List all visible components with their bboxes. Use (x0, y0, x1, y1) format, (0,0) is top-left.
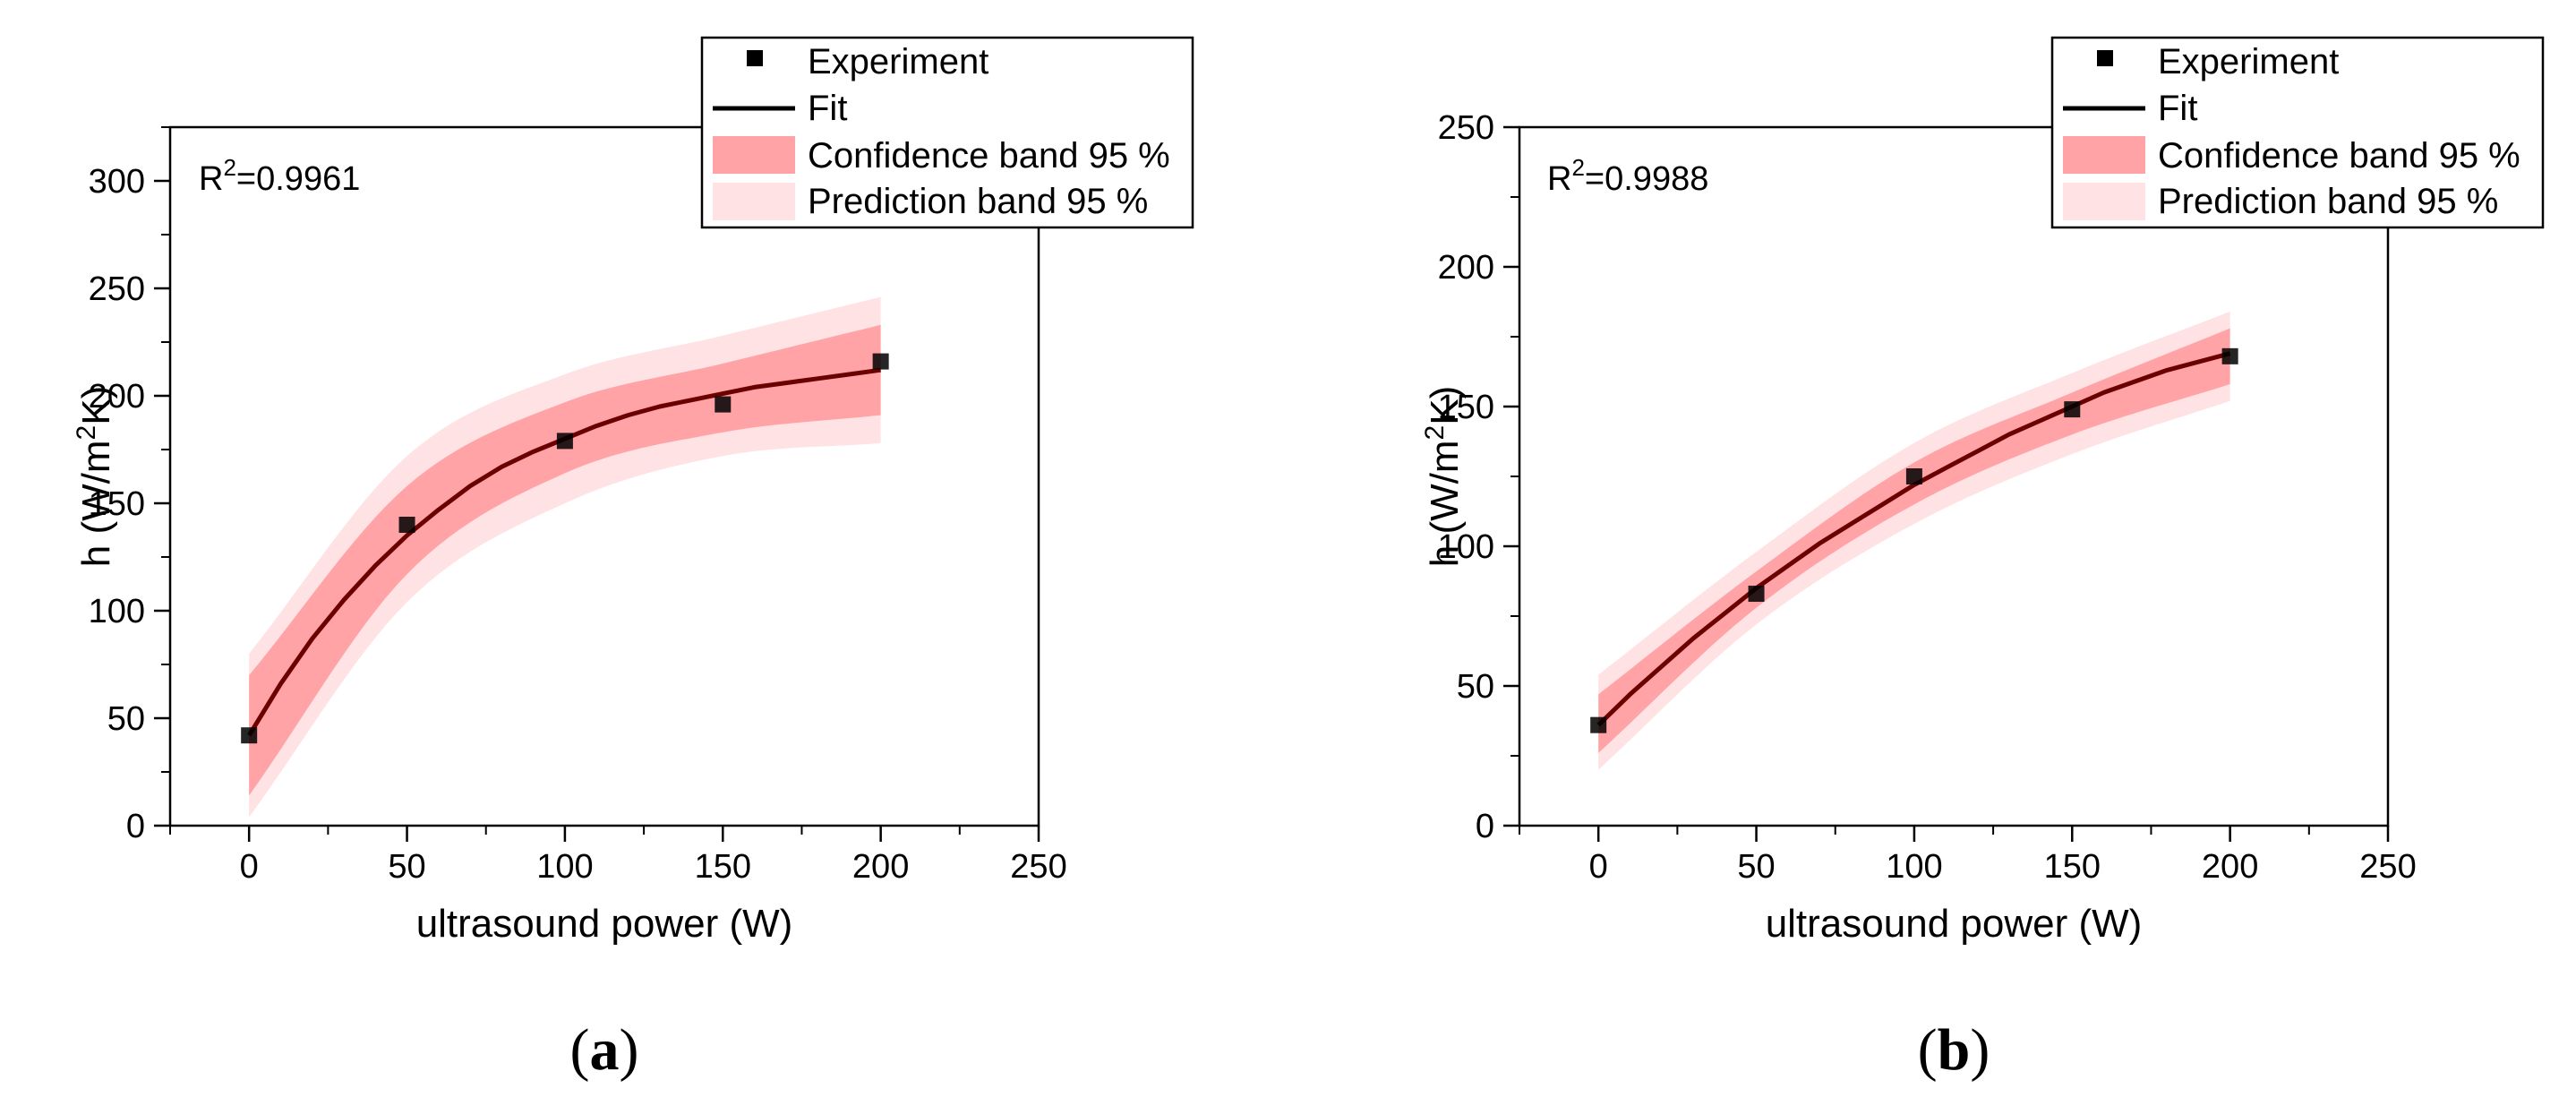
data-point (715, 396, 732, 413)
fit-b (1596, 351, 2231, 727)
legend-confidence-swatch-b (2063, 136, 2145, 174)
data-point (556, 433, 573, 450)
y-tick-label: 0 (1476, 808, 1494, 845)
y-tick-label: 100 (1438, 528, 1494, 566)
x-tick-label: 0 (240, 848, 259, 886)
legend-confidence-swatch-a (713, 136, 795, 174)
y-axis-label-a: h (W/m2K) (72, 386, 118, 567)
x-tick-label: 250 (1010, 848, 1066, 886)
legend-marker-experiment-a (747, 50, 763, 66)
y-tick-label: 150 (89, 485, 145, 523)
legend-fit-b: Fit (2158, 89, 2197, 128)
x-tick-label: 100 (1886, 848, 1942, 886)
x-axis-label-b: ultrasound power (W) (1766, 902, 2143, 946)
legend-prediction-swatch-a (713, 183, 795, 220)
panel-label-b: (b) (1918, 1017, 1990, 1083)
legend-experiment-a: Experiment (808, 42, 988, 81)
tick-labels-b: 0 50 100 150 200 250 0 50 100 150 200 250 (1438, 109, 2417, 886)
legend-prediction-swatch-b (2063, 183, 2145, 220)
points-a (241, 353, 889, 744)
panel-label-a: (a) (570, 1017, 639, 1083)
x-tick-label: 150 (2044, 848, 2101, 886)
y-axis-label-b: h (W/m2K) (1420, 386, 1467, 567)
legend-fit-a: Fit (808, 89, 847, 128)
y-tick-label: 50 (1457, 668, 1494, 706)
data-point (1590, 716, 1607, 733)
y-tick-label: 250 (89, 270, 145, 308)
confidence-band (249, 324, 881, 796)
data-point (398, 517, 415, 533)
x-tick-label: 200 (852, 848, 909, 886)
legend-prediction-a: Prediction band 95 % (808, 182, 1148, 221)
y-tick-label: 150 (1438, 389, 1494, 426)
y-tick-label: 200 (89, 378, 145, 416)
data-point (2221, 347, 2238, 364)
legend-b: Experiment Fit Confidence band 95 % Pred… (2050, 36, 2545, 229)
y-tick-label: 300 (89, 163, 145, 201)
x-axis-label-a: ultrasound power (W) (416, 902, 793, 946)
plot-frame-a (168, 125, 1040, 827)
x-tick-label: 200 (2202, 848, 2258, 886)
bands-a (249, 296, 881, 818)
legend-experiment-b: Experiment (2158, 42, 2339, 81)
data-point (241, 727, 258, 744)
ticks-a (154, 126, 1040, 842)
x-tick-label: 100 (536, 848, 593, 886)
x-tick-label: 50 (1737, 848, 1775, 886)
r2-label-b: R2=0.9988 (1547, 154, 1708, 198)
data-point (872, 353, 889, 370)
x-tick-label: 150 (695, 848, 751, 886)
r2-label-a: R2=0.9961 (199, 154, 360, 198)
y-tick-label: 50 (107, 700, 145, 738)
tick-labels-a: 0 50 100 150 200 250 0 50 100 150 200 250 300 (89, 163, 1067, 886)
data-point (1748, 586, 1765, 603)
legend-a: Experiment Fit Confidence band 95 % Pred… (700, 36, 1194, 229)
y-tick-label: 200 (1438, 249, 1494, 287)
y-tick-label: 0 (126, 808, 145, 845)
x-tick-label: 0 (1589, 848, 1608, 886)
legend-confidence-a: Confidence band 95 % (808, 136, 1170, 176)
legend-prediction-b: Prediction band 95 % (2158, 182, 2498, 221)
legend-confidence-b: Confidence band 95 % (2158, 136, 2520, 176)
y-tick-label: 250 (1438, 109, 1494, 147)
y-tick-label: 100 (89, 593, 145, 630)
confidence-band (1598, 328, 2230, 753)
fit-line (1596, 351, 2231, 727)
legend-marker-experiment-b (2097, 50, 2113, 66)
chart-panel-a: 0 50 100 150 200 250 0 50 100 150 200 250 300 R2=0.9… (72, 36, 1194, 1083)
bands-b (1598, 311, 2230, 770)
data-point (1905, 468, 1922, 484)
chart-panel-b: 0 50 100 150 200 250 0 50 100 150 200 250 R2=0.9988… (1420, 36, 2545, 1083)
x-tick-label: 50 (388, 848, 425, 886)
data-point (2064, 401, 2081, 418)
ticks-b (1503, 125, 2390, 842)
x-tick-label: 250 (2359, 848, 2416, 886)
points-b (1590, 347, 2238, 733)
